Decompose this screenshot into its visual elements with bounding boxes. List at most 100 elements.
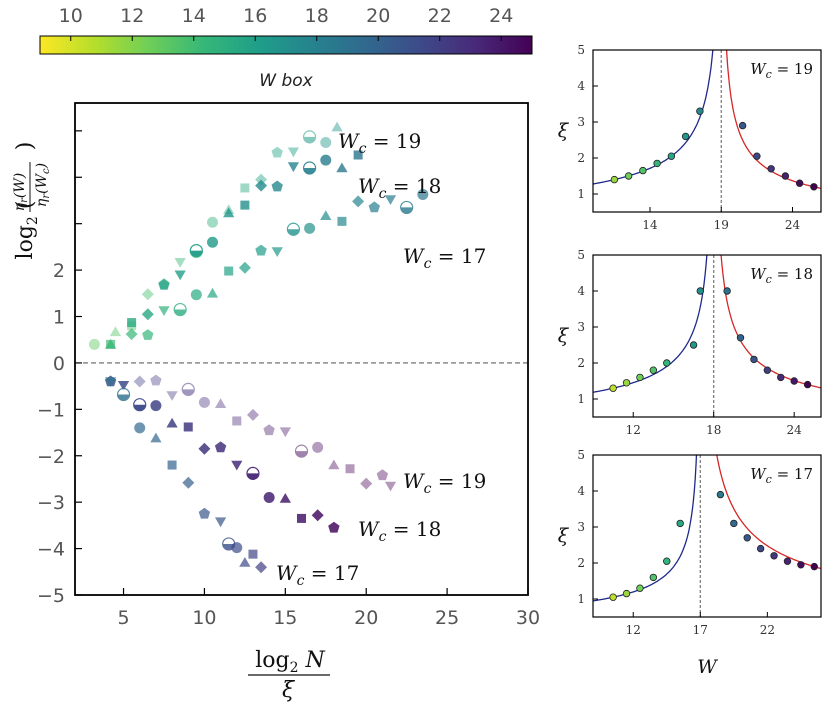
- xi-data-point: [763, 366, 772, 374]
- xi-y-tick-label: 2: [577, 151, 585, 165]
- data-point-pentagon: [271, 146, 283, 158]
- data-point-pentagon: [255, 244, 267, 256]
- colorbar-tick-label: 24: [489, 5, 513, 27]
- xi-data-point: [622, 589, 631, 598]
- data-point-circle: [304, 222, 316, 234]
- data-point-square: [167, 460, 177, 470]
- main-x-axis-label: log2 N ξ: [248, 648, 330, 703]
- data-point-pentagon: [142, 329, 154, 340]
- xi-data-point: [609, 384, 617, 392]
- data-point-diamond: [141, 308, 154, 321]
- data-point-triangle-down: [279, 427, 291, 438]
- xi-data-point: [783, 557, 792, 565]
- data-point-half-circle: [133, 398, 147, 412]
- data-point-square: [232, 416, 242, 426]
- xi-panel-frame: [592, 254, 822, 418]
- x-tick-label: 20: [354, 607, 378, 629]
- data-point-triangle: [328, 459, 340, 470]
- xi-y-tick-label: 4: [577, 79, 585, 93]
- data-point-triangle: [150, 432, 162, 443]
- x-tick-label: 10: [192, 607, 216, 629]
- colorbar-tick-label: 20: [366, 5, 390, 27]
- xi-data-point: [609, 593, 617, 601]
- data-point-pentagon: [150, 374, 162, 386]
- series-group: [133, 374, 397, 492]
- xi-data-point: [738, 121, 747, 130]
- data-point-circle: [231, 542, 243, 554]
- data-point-circle: [207, 236, 219, 248]
- xi-x-tick-label: 22: [760, 623, 775, 637]
- svg-text:log2 N: log2 N: [255, 648, 325, 676]
- data-point-triangle: [320, 210, 332, 220]
- data-point-circle: [263, 492, 275, 504]
- data-point-circle: [198, 396, 210, 408]
- fit-curve-left: [593, 455, 698, 602]
- data-point-circle: [207, 216, 219, 228]
- data-point-diamond: [255, 561, 268, 574]
- data-point-triangle-down: [215, 517, 227, 528]
- data-point-circle: [150, 400, 162, 412]
- data-point-diamond: [141, 288, 154, 301]
- data-point-circle: [417, 188, 429, 200]
- fit-curve-right: [720, 255, 821, 389]
- fit-curve-right: [725, 50, 821, 190]
- data-point-square: [127, 318, 137, 328]
- data-point-pentagon: [263, 424, 275, 436]
- xi-x-tick-label: 18: [706, 423, 721, 437]
- y-tick-label: −4: [37, 539, 65, 561]
- data-point-circle: [190, 289, 202, 301]
- colorbar-tick-label: 10: [59, 5, 83, 27]
- data-point-diamond: [198, 442, 211, 455]
- data-point-diamond: [311, 509, 324, 522]
- data-point-triangle: [109, 326, 122, 337]
- xi-panel-title: Wc = 19: [750, 60, 813, 81]
- wc-annotation: Wc = 19: [338, 129, 421, 157]
- y-tick-label: −1: [37, 399, 65, 421]
- series-group: [105, 150, 363, 349]
- x-tick-label: 25: [435, 607, 459, 629]
- colorbar: 10 12 14 16 18 20 22 24 W box: [39, 5, 533, 91]
- main-scatter-points: [88, 121, 429, 574]
- xi-data-point: [649, 573, 658, 582]
- colorbar-ticks: 10 12 14 16 18 20 22 24: [59, 5, 513, 41]
- data-point-circle: [320, 136, 332, 148]
- data-point-square: [345, 464, 355, 474]
- xi-y-tick-label: 1: [577, 592, 585, 606]
- xi-y-axis-label: ξ: [558, 525, 570, 547]
- xi-data-point: [622, 379, 631, 387]
- data-point-triangle-down: [384, 481, 397, 492]
- colorbar-tick-label: 16: [243, 5, 267, 27]
- series-group: [106, 188, 429, 349]
- y-tick-label: −2: [37, 446, 65, 468]
- xi-panel-19: 1 2 3 4 5 14 19 24 ξ Wc = 19: [558, 43, 822, 232]
- data-point-triangle-down: [166, 391, 178, 401]
- data-point-square: [248, 549, 258, 559]
- xi-data-point: [653, 159, 661, 168]
- xi-data-point: [777, 373, 785, 382]
- data-point-triangle: [223, 207, 235, 218]
- data-point-circle: [134, 422, 146, 434]
- colorbar-tick-label: 12: [120, 5, 144, 27]
- xi-x-tick-label: 24: [785, 218, 801, 232]
- xi-y-tick-label: 3: [577, 520, 585, 534]
- svg-text:ξ: ξ: [282, 678, 296, 703]
- data-point-triangle-down: [384, 195, 397, 205]
- xi-panel-title: Wc = 18: [750, 265, 813, 286]
- data-point-half-circle: [173, 302, 187, 317]
- colorbar-tick-label: 18: [305, 5, 329, 27]
- colorbar-gradient: [39, 35, 533, 55]
- xi-panel-frame: [592, 454, 822, 618]
- x-tick-label: 30: [516, 607, 540, 629]
- data-point-circle: [312, 441, 324, 453]
- xi-data-point: [736, 334, 745, 342]
- xi-y-tick-label: 1: [577, 187, 585, 201]
- xi-data-point: [810, 183, 818, 191]
- data-point-square: [297, 513, 306, 523]
- data-point-half-circle: [400, 200, 414, 215]
- main-axis-ticks: 5 10 15 20 25 30 −5 −4 −3 −2 −1 0 1 2: [37, 130, 540, 629]
- xi-data-point: [681, 132, 690, 141]
